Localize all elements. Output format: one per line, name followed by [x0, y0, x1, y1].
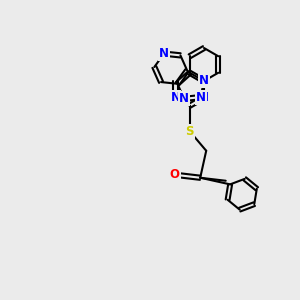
- Text: O: O: [170, 168, 180, 181]
- Text: N: N: [196, 91, 206, 103]
- Text: N: N: [159, 47, 169, 60]
- Text: S: S: [185, 125, 194, 138]
- Text: N: N: [199, 91, 209, 104]
- Text: N: N: [179, 92, 189, 105]
- Text: N: N: [170, 91, 180, 104]
- Text: N: N: [199, 74, 209, 88]
